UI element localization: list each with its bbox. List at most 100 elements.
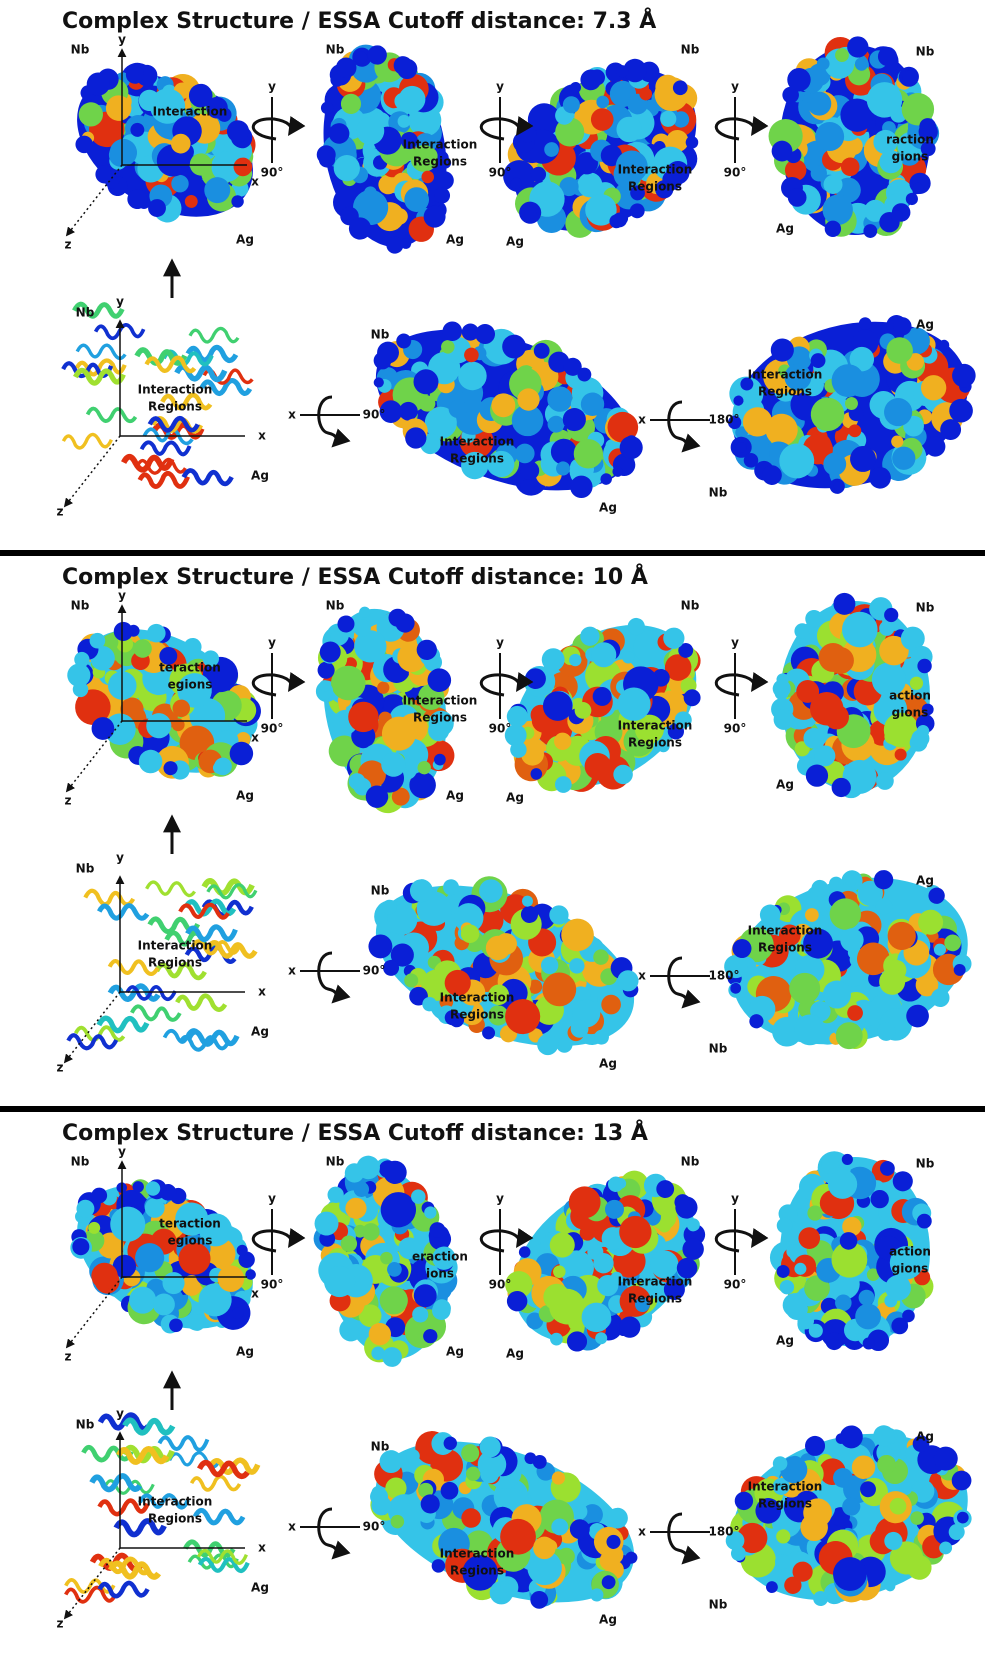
axis-z [65,436,120,506]
interaction-label: Regions [758,941,812,955]
panel-title: Complex Structure / ESSA Cutoff distance… [62,1120,648,1146]
interaction-label: Regions [628,180,682,194]
surface [347,286,667,531]
ag-label: Ag [236,1345,254,1359]
nb-label: Nb [709,1598,728,1612]
interaction-label: Interaction [748,924,823,938]
interaction-label: Interaction [748,1480,823,1494]
angle-label: 90° [724,722,747,736]
interaction-label: Interaction [618,1275,693,1289]
ag-label: Ag [236,789,254,803]
interaction-label: Interaction [403,138,478,152]
interaction-label: Interaction [618,163,693,177]
axis-label: x [638,413,646,427]
ag-label: Ag [446,233,464,247]
angle-label: 180° [708,969,739,983]
surface [705,1399,985,1632]
surface-edge [917,1214,932,1229]
ribbon [199,1463,247,1477]
surface [706,845,985,1079]
view: x180°NbAgInteractionRegions [638,845,985,1079]
x-label: x [258,1541,266,1555]
interaction-label: Regions [628,736,682,750]
view: x90°NbAgInteractionRegions [288,1403,660,1647]
ag-label: Ag [506,235,524,249]
interaction-label: Interaction [138,383,213,397]
surface-edge [832,778,851,797]
surface-patch [841,158,860,177]
surface-patch [803,728,824,749]
ag-label: Ag [251,1581,269,1595]
surface-edge [917,725,929,737]
surface-edge [806,765,828,787]
interaction-label: Interaction [138,939,213,953]
axis-label: y [731,1192,739,1206]
interaction-label: Interaction [403,694,478,708]
view: y90°NbAgInteractionRegions [475,1137,739,1386]
axis-label: y [496,80,504,94]
nb-label: Nb [371,884,390,898]
surface-edge [787,68,810,91]
nb-label: Nb [681,599,700,613]
surface-edge [786,1298,808,1320]
z-label: z [57,1617,64,1631]
angle-label: 90° [724,1278,747,1292]
surface-edge [863,1337,875,1349]
view: y90°NbAgInteractionRegions [469,580,736,832]
interaction-label: Interaction [748,368,823,382]
ag-label: Ag [776,222,794,236]
nb-label: Nb [916,601,935,615]
view: NbAgxyzInteractionRegions [57,295,269,519]
ribbon [142,442,190,454]
ag-label: Ag [599,1057,617,1071]
axis-label: x [638,1525,646,1539]
view: y90°NbAgInteractionRegions [253,33,477,264]
axis-label: y [268,636,276,650]
x-label: x [258,985,266,999]
view: x180°NbAgInteractionRegions [638,292,985,524]
axis-label: x [288,964,296,978]
interaction-label: Regions [148,956,202,970]
y-label: y [118,33,126,47]
axis-label: y [268,1192,276,1206]
surface-patch [859,1290,875,1306]
surface-edge [902,1310,915,1323]
ribbon [195,1510,243,1523]
surface-patch [867,82,902,117]
axis-label: y [731,80,739,94]
interaction-label: Interaction [138,1495,213,1509]
surface [40,589,290,815]
surface-edge [847,36,868,57]
ag-label: Ag [916,318,934,332]
surface-edge [774,709,795,730]
nb-label: Nb [76,1418,95,1432]
surface-edge [825,221,841,237]
ribbon [85,891,133,905]
ag-label: Ag [599,501,617,515]
ribbon [177,996,225,1010]
surface-edge [893,1171,913,1191]
rotation-arrow [669,1514,687,1562]
view: x180°NbAgInteractionRegions [638,1399,985,1632]
ag-label: Ag [251,469,269,483]
surface-patch [895,749,907,761]
surface-patch [842,612,878,648]
ag-label: Ag [446,789,464,803]
angle-label: 90° [261,166,284,180]
surface-patch [871,1190,889,1208]
z-label: z [57,1061,64,1075]
interaction-label: teraction [159,1217,221,1231]
ribbon [192,1476,240,1489]
view: NbAgxyzInteraction [43,32,286,255]
surface-edge [876,772,894,790]
surface-patch [855,57,868,70]
y-label: y [118,589,126,603]
interaction-label: action [889,689,931,703]
surface [347,843,659,1083]
nb-label: Nb [916,1157,935,1171]
surface [706,292,985,524]
interaction-label: Regions [148,400,202,414]
interaction-label: Regions [413,155,467,169]
interaction-label: Interaction [440,435,515,449]
